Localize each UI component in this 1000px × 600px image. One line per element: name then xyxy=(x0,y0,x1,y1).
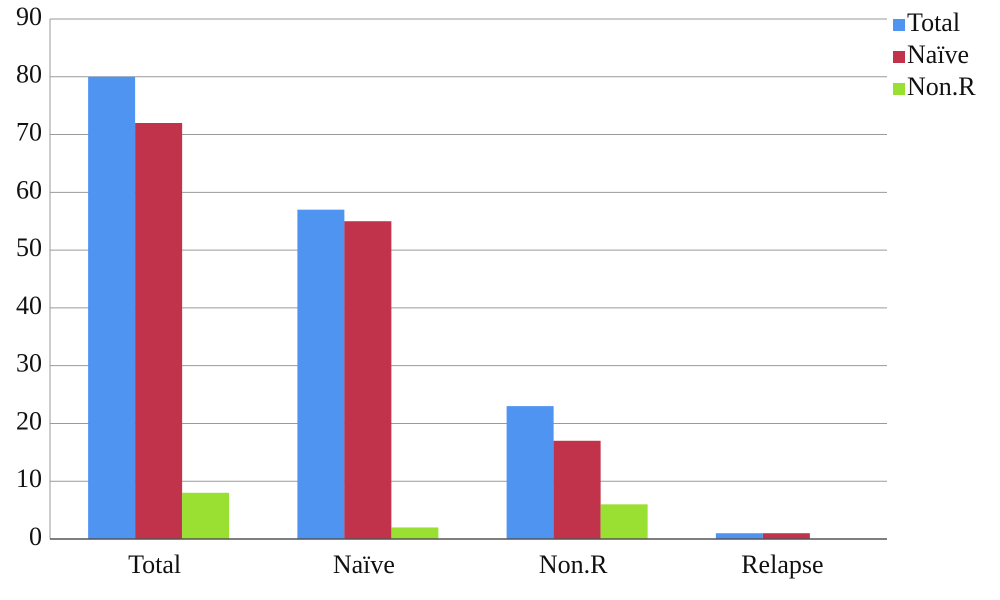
legend-label: Non.R xyxy=(907,72,976,101)
y-tick-label: 70 xyxy=(16,118,42,147)
y-tick-label: 0 xyxy=(29,522,42,551)
legend-label: Total xyxy=(907,8,960,37)
bar xyxy=(182,492,230,539)
y-tick-label: 60 xyxy=(16,175,42,204)
bar xyxy=(297,209,345,539)
legend-swatch xyxy=(893,19,905,31)
bar xyxy=(506,406,554,539)
bar xyxy=(88,76,136,540)
legend-swatch xyxy=(893,83,905,95)
y-tick-label: 80 xyxy=(16,60,42,89)
legend-label: Naïve xyxy=(907,40,969,69)
x-tick-label: Non.R xyxy=(539,550,608,579)
legend-swatch xyxy=(893,51,905,63)
y-tick-label: 10 xyxy=(16,464,42,493)
bar xyxy=(762,533,810,539)
y-tick-label: 20 xyxy=(16,406,42,435)
y-tick-label: 50 xyxy=(16,233,42,262)
y-tick-label: 30 xyxy=(16,349,42,378)
bar xyxy=(344,221,392,539)
x-tick-label: Total xyxy=(128,550,181,579)
bar xyxy=(715,533,763,539)
y-tick-label: 90 xyxy=(16,2,42,31)
bar xyxy=(391,527,439,539)
bar xyxy=(600,504,648,539)
x-tick-label: Relapse xyxy=(741,550,823,579)
bar xyxy=(553,440,601,539)
x-tick-label: Naïve xyxy=(333,550,395,579)
y-tick-label: 40 xyxy=(16,291,42,320)
bar xyxy=(135,123,183,539)
